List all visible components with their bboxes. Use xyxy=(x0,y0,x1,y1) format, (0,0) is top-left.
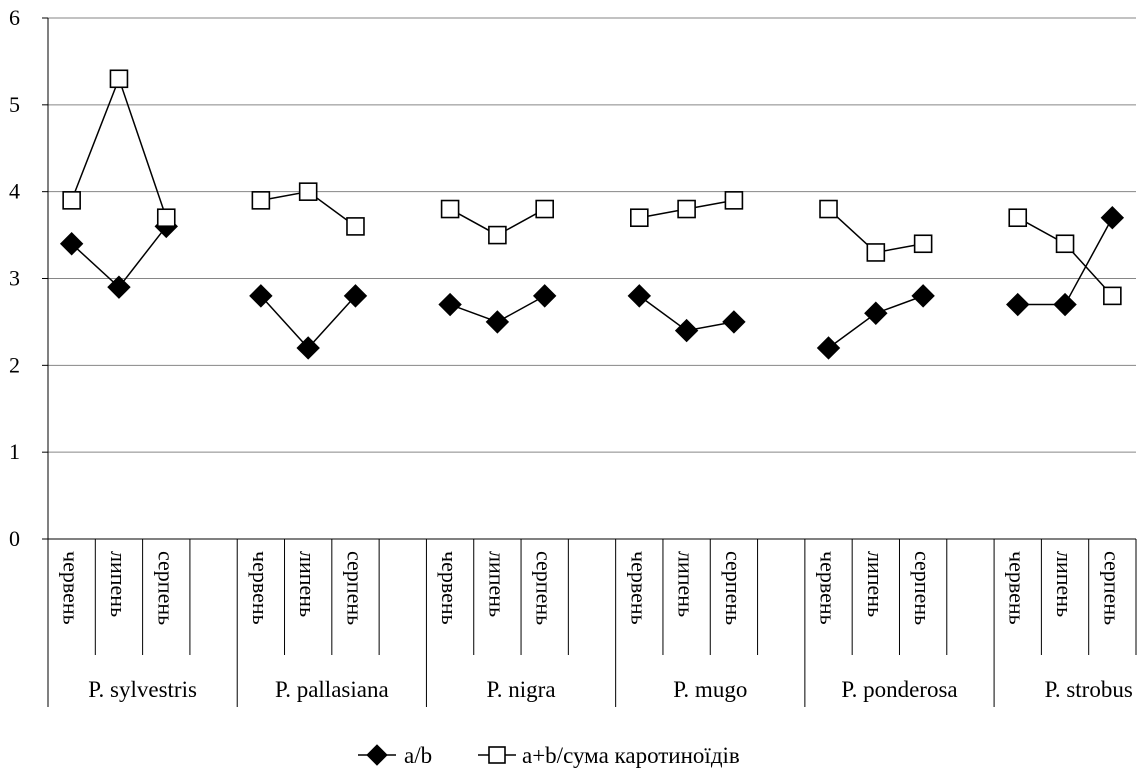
y-tick-label: 1 xyxy=(9,439,20,464)
data-point-square xyxy=(1103,286,1122,306)
x-axis: червень липень серпень P. sylvestris червень… xyxy=(47,538,1137,707)
series-layer xyxy=(59,69,1125,360)
data-point-square xyxy=(535,199,554,219)
data-point-square xyxy=(488,225,507,245)
data-point-diamond xyxy=(674,318,699,343)
series-line xyxy=(1017,217,1113,297)
legend-diamond-marker xyxy=(366,744,388,766)
group-label: P. pallasiana xyxy=(275,677,389,702)
data-point-square xyxy=(1008,208,1028,228)
data-point-square xyxy=(156,208,176,228)
data-point-diamond xyxy=(816,336,841,360)
legend-square-marker xyxy=(488,746,506,764)
month-label: липень xyxy=(863,551,888,617)
data-point-square xyxy=(1055,234,1075,254)
month-label: липень xyxy=(1052,551,1077,617)
data-point-square xyxy=(62,191,81,210)
data-point-square xyxy=(630,208,649,228)
data-point-diamond xyxy=(532,284,557,308)
data-point-square xyxy=(440,199,460,219)
month-label: серпень xyxy=(1099,551,1124,625)
month-label: червень xyxy=(248,551,273,625)
y-tick-label: 4 xyxy=(9,179,20,204)
data-point-diamond xyxy=(438,292,462,317)
month-label: липень xyxy=(484,551,509,617)
data-point-diamond xyxy=(911,284,935,308)
month-label: червень xyxy=(816,551,841,625)
data-point-diamond xyxy=(59,232,84,256)
data-point-diamond xyxy=(249,284,273,308)
series-line xyxy=(70,76,167,218)
legend-label: a+b/сума каротиноїдів xyxy=(522,743,740,768)
month-label: червень xyxy=(626,551,651,625)
data-point-diamond xyxy=(296,336,320,360)
data-point-square xyxy=(913,234,933,254)
data-point-square xyxy=(677,199,696,219)
y-tick-label: 3 xyxy=(9,266,20,291)
month-label: серпень xyxy=(721,551,746,625)
month-label: липень xyxy=(674,551,699,617)
month-label: серпень xyxy=(342,551,367,625)
data-point-square xyxy=(298,182,318,201)
data-point-square xyxy=(251,191,271,210)
legend-label: a/b xyxy=(404,743,432,768)
y-tick-label: 6 xyxy=(9,5,20,30)
month-label: червень xyxy=(59,551,84,625)
data-point-diamond xyxy=(722,310,746,334)
month-label: серпень xyxy=(910,551,935,625)
y-tick-label: 5 xyxy=(9,92,20,117)
data-point-diamond xyxy=(864,301,888,325)
group-label: P. ponderosa xyxy=(841,677,957,702)
y-tick-label: 2 xyxy=(9,352,20,377)
data-point-square xyxy=(109,69,129,89)
month-label: липень xyxy=(106,551,131,617)
month-label: серпень xyxy=(532,551,557,625)
data-point-diamond xyxy=(485,310,510,334)
month-label: серпень xyxy=(153,551,178,625)
y-axis: 0 1 2 3 4 5 6 xyxy=(9,5,49,551)
data-point-diamond xyxy=(1100,206,1125,230)
series-line xyxy=(1017,217,1114,306)
data-point-diamond xyxy=(1006,292,1030,317)
group-label: P. strobus xyxy=(1045,677,1133,702)
data-point-diamond xyxy=(1053,292,1077,317)
data-point-square xyxy=(866,243,886,262)
month-label: липень xyxy=(295,551,320,617)
group-label: P. mugo xyxy=(673,677,747,702)
y-tick-label: 0 xyxy=(9,526,20,551)
group-label: P. nigra xyxy=(487,677,556,702)
data-point-square xyxy=(819,199,838,219)
data-point-diamond xyxy=(343,284,368,308)
data-point-square xyxy=(346,217,365,236)
gridlines xyxy=(48,17,1136,453)
group-label: P. sylvestris xyxy=(88,677,197,702)
series-a-b xyxy=(59,206,1125,360)
data-point-diamond xyxy=(107,275,131,299)
data-point-square xyxy=(724,191,744,210)
legend: a/b a+b/сума каротиноїдів xyxy=(358,743,740,768)
data-point-diamond xyxy=(627,284,652,308)
month-label: червень xyxy=(1005,551,1030,625)
month-label: червень xyxy=(437,551,462,625)
series-a-plus-b-carotenoids xyxy=(62,69,1122,306)
